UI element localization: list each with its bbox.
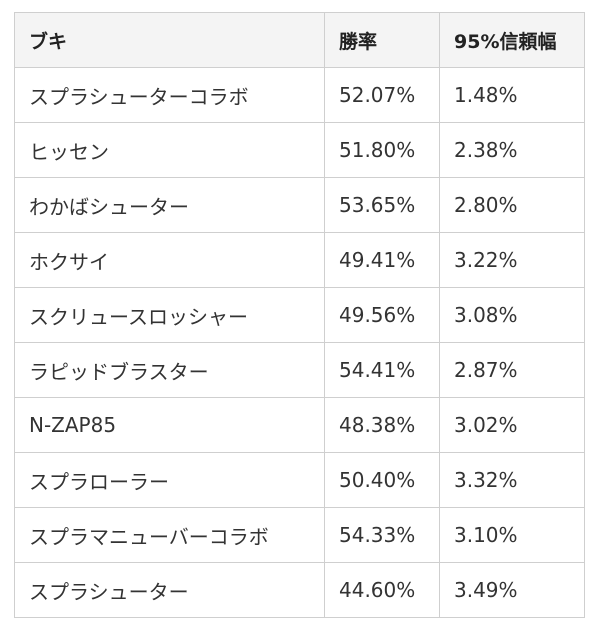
cell-win-rate: 49.41% xyxy=(324,232,440,288)
cell-weapon: ホクサイ xyxy=(14,232,325,288)
cell-confidence-interval: 3.10% xyxy=(439,507,585,563)
table-row: スプラローラー 50.40% 3.32% xyxy=(14,452,585,508)
cell-win-rate: 48.38% xyxy=(324,397,440,453)
table-row: ヒッセン 51.80% 2.38% xyxy=(14,122,585,178)
cell-weapon: スプラローラー xyxy=(14,452,325,508)
table-row: わかばシューター 53.65% 2.80% xyxy=(14,177,585,233)
cell-weapon: スプラシューターコラボ xyxy=(14,67,325,123)
cell-win-rate: 52.07% xyxy=(324,67,440,123)
cell-confidence-interval: 2.38% xyxy=(439,122,585,178)
table-row: ホクサイ 49.41% 3.22% xyxy=(14,232,585,288)
cell-weapon: スプラマニューバーコラボ xyxy=(14,507,325,563)
cell-win-rate: 49.56% xyxy=(324,287,440,343)
cell-win-rate: 44.60% xyxy=(324,562,440,618)
cell-confidence-interval: 3.08% xyxy=(439,287,585,343)
header-row: ブキ 勝率 95%信頼幅 xyxy=(14,12,585,68)
cell-weapon: スクリュースロッシャー xyxy=(14,287,325,343)
header-confidence-interval: 95%信頼幅 xyxy=(439,12,585,68)
cell-win-rate: 53.65% xyxy=(324,177,440,233)
table-row: スプラシューターコラボ 52.07% 1.48% xyxy=(14,67,585,123)
cell-confidence-interval: 3.32% xyxy=(439,452,585,508)
table-body: スプラシューターコラボ 52.07% 1.48% ヒッセン 51.80% 2.3… xyxy=(14,67,585,618)
weapon-stats-table: ブキ 勝率 95%信頼幅 スプラシューターコラボ 52.07% 1.48% ヒッ… xyxy=(14,12,585,618)
table-row: N-ZAP85 48.38% 3.02% xyxy=(14,397,585,453)
weapon-stats-table-container: ブキ 勝率 95%信頼幅 スプラシューターコラボ 52.07% 1.48% ヒッ… xyxy=(14,12,585,618)
cell-confidence-interval: 3.02% xyxy=(439,397,585,453)
table-row: ラピッドブラスター 54.41% 2.87% xyxy=(14,342,585,398)
cell-weapon: ラピッドブラスター xyxy=(14,342,325,398)
header-win-rate: 勝率 xyxy=(324,12,440,68)
cell-confidence-interval: 2.80% xyxy=(439,177,585,233)
cell-win-rate: 50.40% xyxy=(324,452,440,508)
table-row: スプラシューター 44.60% 3.49% xyxy=(14,562,585,618)
cell-weapon: ヒッセン xyxy=(14,122,325,178)
cell-confidence-interval: 2.87% xyxy=(439,342,585,398)
cell-weapon: わかばシューター xyxy=(14,177,325,233)
cell-weapon: スプラシューター xyxy=(14,562,325,618)
table-row: スプラマニューバーコラボ 54.33% 3.10% xyxy=(14,507,585,563)
cell-win-rate: 54.33% xyxy=(324,507,440,563)
table-header: ブキ 勝率 95%信頼幅 xyxy=(14,12,585,68)
cell-win-rate: 51.80% xyxy=(324,122,440,178)
cell-confidence-interval: 3.22% xyxy=(439,232,585,288)
cell-weapon: N-ZAP85 xyxy=(14,397,325,453)
header-weapon: ブキ xyxy=(14,12,325,68)
cell-win-rate: 54.41% xyxy=(324,342,440,398)
cell-confidence-interval: 1.48% xyxy=(439,67,585,123)
table-row: スクリュースロッシャー 49.56% 3.08% xyxy=(14,287,585,343)
cell-confidence-interval: 3.49% xyxy=(439,562,585,618)
